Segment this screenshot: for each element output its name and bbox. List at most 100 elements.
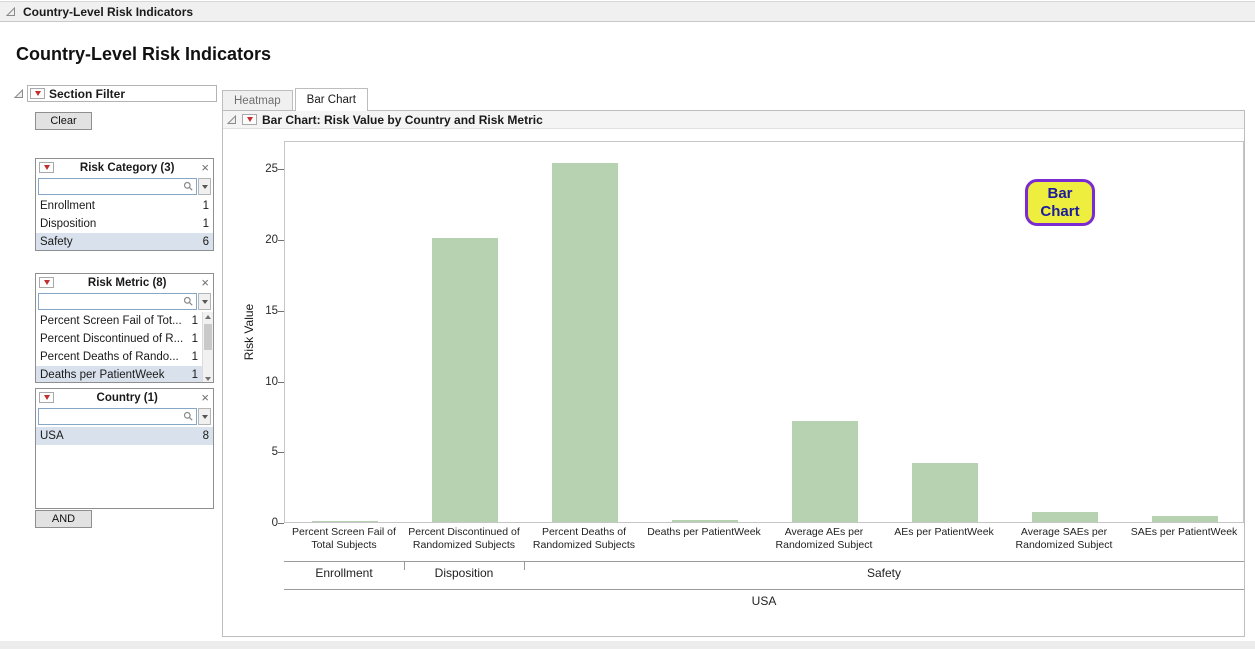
window-outline-bar: Country-Level Risk Indicators [0, 1, 1255, 22]
list-item-enrollment[interactable]: Enrollment 1 [36, 197, 213, 215]
and-button[interactable]: AND [35, 510, 92, 528]
y-tick-mark [278, 381, 284, 383]
close-icon[interactable]: × [201, 160, 209, 175]
search-dropdown-button[interactable] [198, 408, 211, 425]
y-tick-mark [278, 452, 284, 454]
filter-search-row [36, 406, 213, 427]
red-triangle-menu-button[interactable] [39, 162, 54, 173]
bar-aes-per-patientweek[interactable] [912, 463, 978, 522]
x-category-label: Percent Discontinued of Randomized Subje… [408, 526, 520, 552]
bar-saes-per-patientweek[interactable] [1152, 516, 1218, 522]
list-item-deaths-per-patientweek[interactable]: Deaths per PatientWeek 1 [36, 366, 202, 382]
y-tick-label: 15 [265, 304, 278, 317]
chevron-down-icon [201, 184, 208, 189]
group-axis-tick [404, 562, 405, 570]
section-filter-title: Section Filter [49, 86, 126, 101]
y-tick-label: 10 [265, 375, 278, 388]
filter-title: Country (1) [96, 391, 158, 404]
list-item-safety[interactable]: Safety 6 [36, 233, 213, 250]
x-category-label: Average AEs per Randomized Subject [775, 526, 873, 552]
search-icon [183, 296, 194, 307]
red-triangle-menu-button[interactable] [39, 392, 54, 403]
red-triangle-menu-button[interactable] [242, 114, 257, 125]
search-field [38, 408, 197, 425]
tab-heatmap[interactable]: Heatmap [222, 90, 293, 111]
red-triangle-menu-button[interactable] [39, 277, 54, 288]
x-category-label: Deaths per PatientWeek [647, 526, 761, 538]
panel-title: Bar Chart: Risk Value by Country and Ris… [262, 112, 543, 127]
x-category-label: Average SAEs per Randomized Subject [1015, 526, 1113, 552]
bar-deaths-per-patientweek[interactable] [672, 520, 738, 522]
scroll-down-icon[interactable] [205, 377, 211, 381]
clear-button[interactable]: Clear [35, 112, 92, 130]
list-item-count: 1 [202, 218, 209, 230]
tab-bar-chart[interactable]: Bar Chart [294, 88, 368, 111]
red-triangle-menu-button[interactable] [30, 88, 45, 99]
x-category-label: Percent Screen Fail of Total Subjects [292, 526, 396, 552]
list-item-percent-discontinued-of-r[interactable]: Percent Discontinued of R... 1 [36, 330, 202, 348]
list-item-percent-deaths-of-rando[interactable]: Percent Deaths of Rando... 1 [36, 348, 202, 366]
search-dropdown-button[interactable] [198, 293, 211, 310]
x-category-label: SAEs per PatientWeek [1130, 526, 1238, 538]
group-label-safety: Safety [866, 566, 902, 580]
search-icon [183, 181, 194, 192]
list-item-count: 8 [202, 430, 209, 442]
y-tick-label: 0 [271, 517, 278, 529]
close-icon[interactable]: × [201, 275, 209, 290]
section-filter-header: Section Filter [14, 85, 217, 102]
section-filter-titlebox: Section Filter [27, 85, 217, 102]
chevron-down-icon [201, 414, 208, 419]
close-icon[interactable]: × [201, 390, 209, 405]
list-item-label: Deaths per PatientWeek [40, 369, 165, 381]
country-axis-label: USA [751, 594, 777, 608]
bottom-strip [0, 641, 1255, 649]
bar-chart-panel: Bar Chart: Risk Value by Country and Ris… [222, 110, 1245, 637]
list-item-label: Safety [40, 236, 73, 248]
country-axis: USA [284, 589, 1244, 613]
search-field [38, 293, 197, 310]
scroll-up-icon[interactable] [205, 315, 211, 319]
x-category-label: AEs per PatientWeek [894, 526, 994, 538]
bar-percent-screen-fail-of-total-subjects[interactable] [312, 521, 378, 522]
bar-percent-discontinued-of-randomized-subjects[interactable] [432, 238, 498, 522]
disclosure-triangle-icon[interactable] [14, 88, 24, 99]
filter-box-country-1: Country (1) × USA 8 [35, 388, 214, 509]
y-tick-mark [278, 523, 284, 524]
filter-box-header: Country (1) × [36, 389, 213, 406]
bar-chart: 0 5 10 15 20 25 Risk Value Percent Screen Fail … [223, 111, 1244, 636]
filter-box-header: Risk Category (3) × [36, 159, 213, 176]
filter-title: Risk Category (3) [79, 161, 175, 174]
y-tick-mark [278, 240, 284, 242]
list-item-count: 1 [191, 369, 198, 381]
plot-area [284, 141, 1244, 523]
list-item-count: 1 [202, 200, 209, 212]
bar-chart-outline-header: Bar Chart: Risk Value by Country and Ris… [223, 111, 1244, 129]
filter-item-list: USA 8 [36, 427, 213, 445]
list-item-disposition[interactable]: Disposition 1 [36, 215, 213, 233]
search-input[interactable] [41, 180, 183, 193]
red-triangle-icon [43, 395, 50, 400]
bar-average-aes-per-randomized-subject[interactable] [792, 421, 858, 522]
page-title: Country-Level Risk Indicators [16, 44, 272, 64]
search-input[interactable] [41, 295, 183, 308]
search-dropdown-button[interactable] [198, 178, 211, 195]
bar-percent-deaths-of-randomized-subjects[interactable] [552, 163, 618, 522]
list-item-count: 6 [202, 236, 209, 248]
disclosure-triangle-icon[interactable] [6, 6, 16, 17]
filter-search-row [36, 176, 213, 197]
scrollbar[interactable] [202, 312, 213, 382]
disclosure-triangle-icon[interactable] [227, 114, 237, 125]
list-item-percent-screen-fail-of-tot[interactable]: Percent Screen Fail of Tot... 1 [36, 312, 202, 330]
scrollbar-thumb[interactable] [204, 324, 212, 350]
bar-average-saes-per-randomized-subject[interactable] [1032, 512, 1098, 522]
y-tick-mark [278, 310, 284, 312]
search-input[interactable] [41, 410, 183, 423]
y-tick-label: 25 [265, 163, 278, 176]
bar-chart-annotation[interactable]: Bar Chart [1025, 179, 1095, 226]
filter-item-list: Percent Screen Fail of Tot... 1 Percent Di… [36, 312, 213, 382]
list-item-label: Disposition [40, 218, 97, 230]
list-item-label: Enrollment [40, 200, 95, 212]
list-item-usa[interactable]: USA 8 [36, 427, 213, 445]
filter-title: Risk Metric (8) [87, 276, 167, 289]
group-label-disposition: Disposition [434, 566, 494, 580]
